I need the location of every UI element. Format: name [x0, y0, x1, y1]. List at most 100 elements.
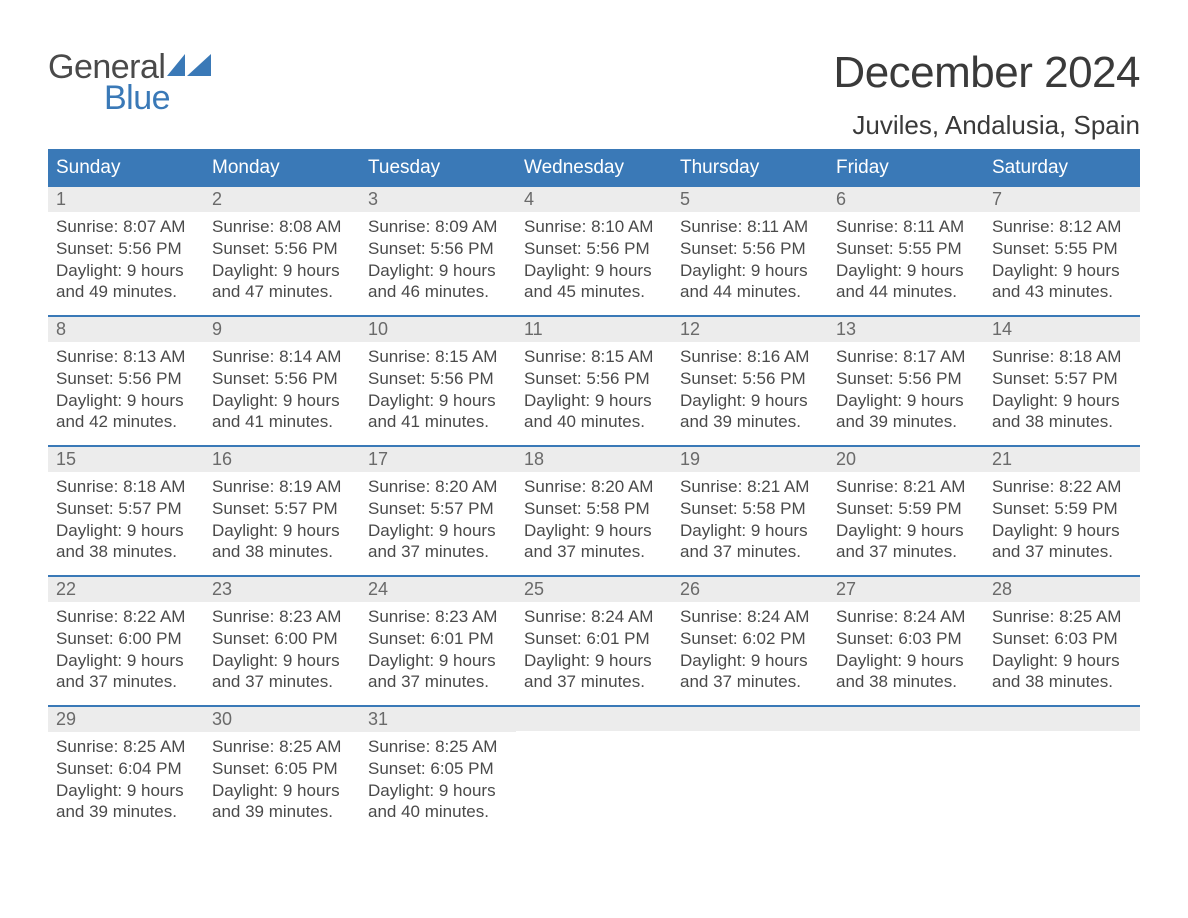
sunset-line: Sunset: 6:05 PM [212, 758, 354, 780]
day-body: Sunrise: 8:19 AMSunset: 5:57 PMDaylight:… [204, 472, 360, 569]
sunrise-line: Sunrise: 8:19 AM [212, 476, 354, 498]
weekday-header-row: Sunday Monday Tuesday Wednesday Thursday… [48, 149, 1140, 187]
calendar-day: 30Sunrise: 8:25 AMSunset: 6:05 PMDayligh… [204, 707, 360, 835]
daylight-line-2: and 39 minutes. [56, 801, 198, 823]
calendar-week: 22Sunrise: 8:22 AMSunset: 6:00 PMDayligh… [48, 575, 1140, 705]
daylight-line-2: and 44 minutes. [680, 281, 822, 303]
daylight-line-1: Daylight: 9 hours [524, 650, 666, 672]
day-body: Sunrise: 8:13 AMSunset: 5:56 PMDaylight:… [48, 342, 204, 439]
daylight-line-1: Daylight: 9 hours [836, 390, 978, 412]
day-number: 20 [828, 447, 984, 472]
day-body: Sunrise: 8:10 AMSunset: 5:56 PMDaylight:… [516, 212, 672, 309]
calendar-day: 4Sunrise: 8:10 AMSunset: 5:56 PMDaylight… [516, 187, 672, 315]
sunset-line: Sunset: 5:56 PM [680, 368, 822, 390]
daylight-line-2: and 44 minutes. [836, 281, 978, 303]
daylight-line-1: Daylight: 9 hours [680, 260, 822, 282]
calendar-day: 20Sunrise: 8:21 AMSunset: 5:59 PMDayligh… [828, 447, 984, 575]
day-number: 28 [984, 577, 1140, 602]
daylight-line-2: and 37 minutes. [524, 541, 666, 563]
day-body: Sunrise: 8:22 AMSunset: 5:59 PMDaylight:… [984, 472, 1140, 569]
calendar-day: 11Sunrise: 8:15 AMSunset: 5:56 PMDayligh… [516, 317, 672, 445]
daylight-line-2: and 37 minutes. [368, 671, 510, 693]
sunset-line: Sunset: 5:56 PM [212, 368, 354, 390]
sunrise-line: Sunrise: 8:13 AM [56, 346, 198, 368]
sunset-line: Sunset: 5:59 PM [992, 498, 1134, 520]
calendar-day: 22Sunrise: 8:22 AMSunset: 6:00 PMDayligh… [48, 577, 204, 705]
daylight-line-1: Daylight: 9 hours [56, 260, 198, 282]
sunset-line: Sunset: 5:56 PM [56, 238, 198, 260]
daylight-line-1: Daylight: 9 hours [992, 650, 1134, 672]
day-body: Sunrise: 8:16 AMSunset: 5:56 PMDaylight:… [672, 342, 828, 439]
weeks-container: 1Sunrise: 8:07 AMSunset: 5:56 PMDaylight… [48, 187, 1140, 835]
weekday-friday: Friday [828, 149, 984, 187]
sunset-line: Sunset: 5:58 PM [680, 498, 822, 520]
day-number [984, 707, 1140, 731]
sunrise-line: Sunrise: 8:11 AM [680, 216, 822, 238]
sunset-line: Sunset: 5:56 PM [56, 368, 198, 390]
sunrise-line: Sunrise: 8:20 AM [524, 476, 666, 498]
daylight-line-2: and 42 minutes. [56, 411, 198, 433]
sunrise-line: Sunrise: 8:24 AM [836, 606, 978, 628]
calendar-day: 25Sunrise: 8:24 AMSunset: 6:01 PMDayligh… [516, 577, 672, 705]
day-number: 7 [984, 187, 1140, 212]
day-body: Sunrise: 8:17 AMSunset: 5:56 PMDaylight:… [828, 342, 984, 439]
day-number: 13 [828, 317, 984, 342]
sunset-line: Sunset: 5:57 PM [56, 498, 198, 520]
sunset-line: Sunset: 6:03 PM [992, 628, 1134, 650]
day-body: Sunrise: 8:07 AMSunset: 5:56 PMDaylight:… [48, 212, 204, 309]
day-body: Sunrise: 8:14 AMSunset: 5:56 PMDaylight:… [204, 342, 360, 439]
day-number: 18 [516, 447, 672, 472]
calendar-week: 29Sunrise: 8:25 AMSunset: 6:04 PMDayligh… [48, 705, 1140, 835]
day-number [828, 707, 984, 731]
daylight-line-1: Daylight: 9 hours [212, 650, 354, 672]
daylight-line-1: Daylight: 9 hours [524, 520, 666, 542]
day-number: 23 [204, 577, 360, 602]
daylight-line-2: and 37 minutes. [368, 541, 510, 563]
sunrise-line: Sunrise: 8:23 AM [212, 606, 354, 628]
day-number: 5 [672, 187, 828, 212]
calendar-day [828, 707, 984, 835]
day-body: Sunrise: 8:25 AMSunset: 6:05 PMDaylight:… [360, 732, 516, 829]
daylight-line-2: and 37 minutes. [992, 541, 1134, 563]
calendar: Sunday Monday Tuesday Wednesday Thursday… [48, 149, 1140, 835]
page-header: General Blue December 2024 Juviles, Anda… [48, 48, 1140, 141]
day-body: Sunrise: 8:18 AMSunset: 5:57 PMDaylight:… [48, 472, 204, 569]
daylight-line-1: Daylight: 9 hours [56, 780, 198, 802]
daylight-line-1: Daylight: 9 hours [524, 390, 666, 412]
day-number: 14 [984, 317, 1140, 342]
daylight-line-1: Daylight: 9 hours [680, 390, 822, 412]
daylight-line-2: and 46 minutes. [368, 281, 510, 303]
sunset-line: Sunset: 5:56 PM [680, 238, 822, 260]
sunset-line: Sunset: 5:55 PM [836, 238, 978, 260]
title-block: December 2024 Juviles, Andalusia, Spain [833, 48, 1140, 141]
daylight-line-1: Daylight: 9 hours [524, 260, 666, 282]
day-number: 2 [204, 187, 360, 212]
day-number: 11 [516, 317, 672, 342]
sunset-line: Sunset: 5:59 PM [836, 498, 978, 520]
sunset-line: Sunset: 5:57 PM [368, 498, 510, 520]
day-body: Sunrise: 8:23 AMSunset: 6:00 PMDaylight:… [204, 602, 360, 699]
daylight-line-1: Daylight: 9 hours [368, 650, 510, 672]
day-body: Sunrise: 8:25 AMSunset: 6:05 PMDaylight:… [204, 732, 360, 829]
calendar-day: 27Sunrise: 8:24 AMSunset: 6:03 PMDayligh… [828, 577, 984, 705]
sunset-line: Sunset: 6:02 PM [680, 628, 822, 650]
daylight-line-2: and 39 minutes. [836, 411, 978, 433]
sunrise-line: Sunrise: 8:22 AM [992, 476, 1134, 498]
calendar-day: 3Sunrise: 8:09 AMSunset: 5:56 PMDaylight… [360, 187, 516, 315]
day-body: Sunrise: 8:18 AMSunset: 5:57 PMDaylight:… [984, 342, 1140, 439]
calendar-day: 24Sunrise: 8:23 AMSunset: 6:01 PMDayligh… [360, 577, 516, 705]
day-body: Sunrise: 8:23 AMSunset: 6:01 PMDaylight:… [360, 602, 516, 699]
day-number: 15 [48, 447, 204, 472]
calendar-day: 28Sunrise: 8:25 AMSunset: 6:03 PMDayligh… [984, 577, 1140, 705]
sunrise-line: Sunrise: 8:11 AM [836, 216, 978, 238]
sunrise-line: Sunrise: 8:24 AM [524, 606, 666, 628]
day-body: Sunrise: 8:20 AMSunset: 5:57 PMDaylight:… [360, 472, 516, 569]
calendar-week: 15Sunrise: 8:18 AMSunset: 5:57 PMDayligh… [48, 445, 1140, 575]
daylight-line-2: and 37 minutes. [56, 671, 198, 693]
sunrise-line: Sunrise: 8:25 AM [368, 736, 510, 758]
day-body: Sunrise: 8:21 AMSunset: 5:58 PMDaylight:… [672, 472, 828, 569]
calendar-day: 9Sunrise: 8:14 AMSunset: 5:56 PMDaylight… [204, 317, 360, 445]
sunset-line: Sunset: 5:56 PM [524, 238, 666, 260]
daylight-line-1: Daylight: 9 hours [368, 780, 510, 802]
calendar-day: 6Sunrise: 8:11 AMSunset: 5:55 PMDaylight… [828, 187, 984, 315]
